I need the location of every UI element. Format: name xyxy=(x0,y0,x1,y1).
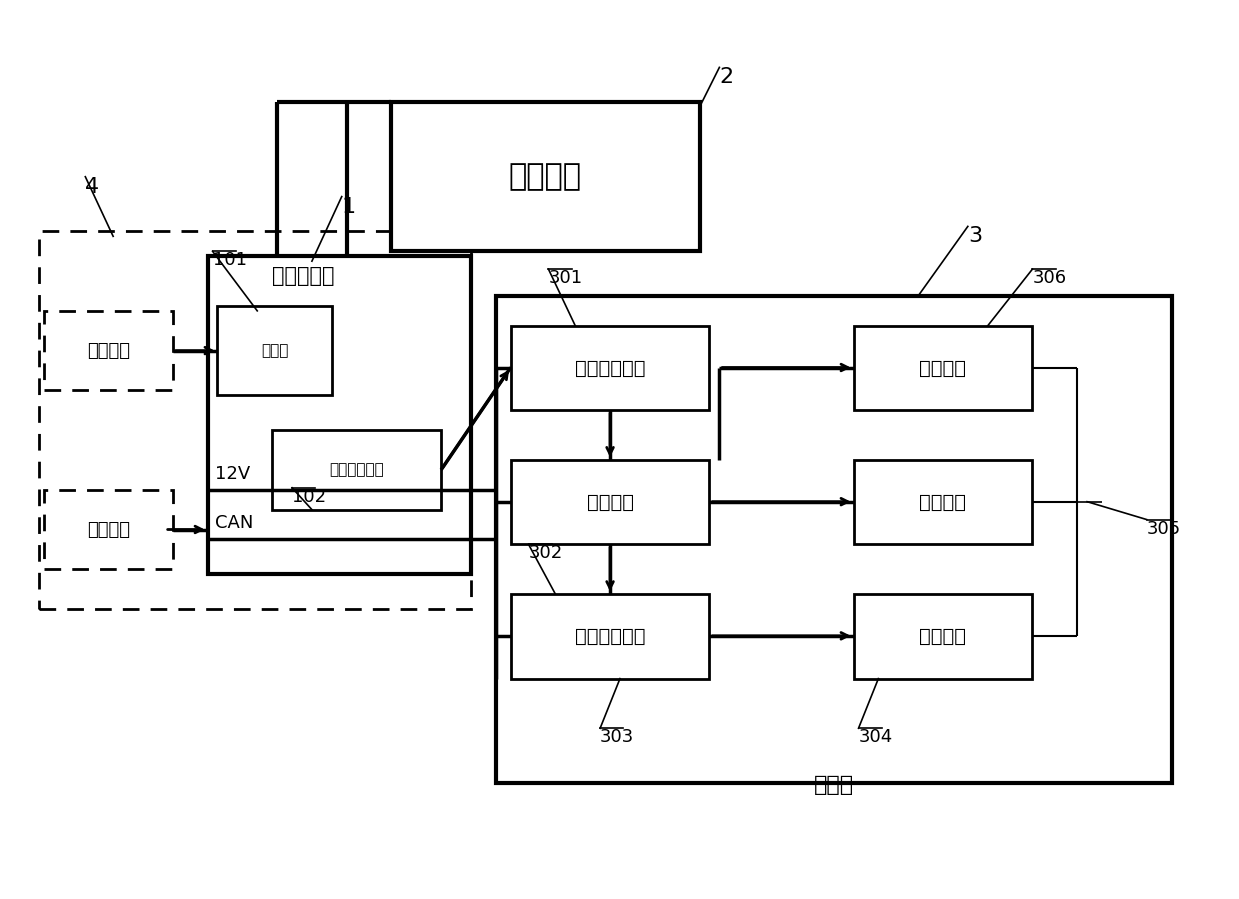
Text: 301: 301 xyxy=(549,269,582,287)
Text: 控制模块: 控制模块 xyxy=(586,493,633,512)
Text: 信号解析模块: 信号解析模块 xyxy=(575,359,646,378)
Bar xyxy=(510,325,710,410)
Bar xyxy=(208,256,471,574)
Text: 电池接口: 电池接口 xyxy=(87,342,130,360)
Bar xyxy=(510,594,710,679)
Text: 102: 102 xyxy=(292,488,326,506)
Text: 101: 101 xyxy=(213,251,247,269)
Text: 12V: 12V xyxy=(214,465,250,483)
Text: 1: 1 xyxy=(342,197,356,217)
Text: 304: 304 xyxy=(859,728,893,746)
Text: 305: 305 xyxy=(1147,520,1181,538)
Text: 继电器: 继电器 xyxy=(261,343,289,358)
Bar xyxy=(43,490,172,569)
Text: 4: 4 xyxy=(85,177,99,197)
Text: 放电负载: 放电负载 xyxy=(509,162,582,191)
Bar xyxy=(496,296,1172,783)
Bar xyxy=(392,102,700,251)
Bar xyxy=(218,306,332,396)
Bar xyxy=(854,325,1032,410)
Bar xyxy=(510,460,710,545)
Bar xyxy=(38,231,471,609)
Text: 电压电流采集: 电压电流采集 xyxy=(330,462,384,477)
Text: 存储模块: 存储模块 xyxy=(919,627,966,645)
Text: 转接采集器: 转接采集器 xyxy=(273,266,335,286)
Bar xyxy=(43,311,172,390)
Text: 2: 2 xyxy=(720,67,733,87)
Text: CAN: CAN xyxy=(214,514,253,532)
Text: 信号接收模块: 信号接收模块 xyxy=(575,627,646,645)
Text: 306: 306 xyxy=(1032,269,1067,287)
Bar xyxy=(854,594,1032,679)
Text: 报警模块: 报警模块 xyxy=(919,493,966,512)
Text: 显示模块: 显示模块 xyxy=(919,359,966,378)
Text: 303: 303 xyxy=(600,728,634,746)
Text: 控制器: 控制器 xyxy=(814,775,854,795)
Bar xyxy=(854,460,1032,545)
Text: 302: 302 xyxy=(529,545,563,563)
Text: 诊断接口: 诊断接口 xyxy=(87,521,130,539)
Bar xyxy=(273,430,441,510)
Text: 3: 3 xyxy=(968,227,983,246)
